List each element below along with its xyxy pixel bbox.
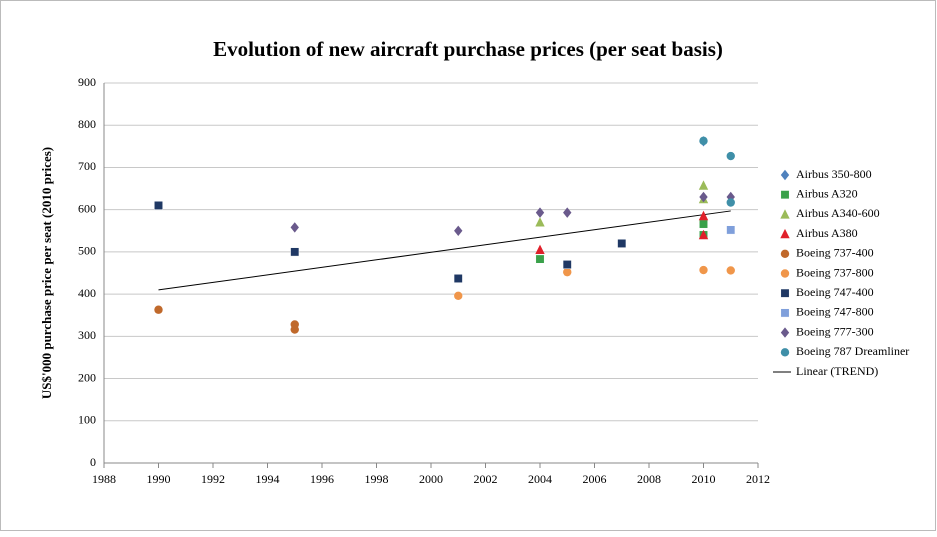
- marker: [699, 191, 708, 203]
- legend-label: Airbus A380: [796, 226, 858, 240]
- legend-marker: [780, 209, 790, 219]
- x-tick-label: 1992: [201, 472, 225, 486]
- y-tick-label: 900: [78, 75, 96, 89]
- legend-marker: [780, 288, 790, 298]
- y-tick-label: 0: [90, 455, 96, 469]
- x-tick-label: 2008: [637, 472, 661, 486]
- x-tick-label: 1994: [256, 472, 280, 486]
- marker: [535, 244, 545, 254]
- legend-marker: [780, 327, 790, 338]
- x-tick-label: 1990: [147, 472, 171, 486]
- legend-label: Boeing 737-800: [796, 265, 874, 279]
- legend-marker: [780, 169, 790, 181]
- marker: [726, 151, 735, 161]
- marker: [563, 267, 572, 277]
- marker: [562, 260, 572, 270]
- x-tick-label: 2004: [528, 472, 552, 486]
- x-tick-label: 2002: [474, 472, 498, 486]
- legend-label: Boeing 747-400: [796, 285, 874, 299]
- legend-label: Boeing 747-800: [796, 305, 874, 319]
- legend-label: Airbus 350-800: [796, 167, 872, 181]
- marker: [699, 265, 708, 275]
- marker: [535, 207, 545, 218]
- marker: [563, 207, 572, 218]
- marker: [535, 254, 545, 264]
- marker: [454, 225, 463, 236]
- x-tick-label: 1998: [365, 472, 389, 486]
- legend-marker: [780, 228, 790, 239]
- legend-label: Airbus A320: [796, 186, 858, 200]
- legend-marker: [780, 308, 790, 318]
- marker: [154, 305, 163, 314]
- marker: [726, 198, 735, 207]
- x-tick-label: 2010: [692, 472, 716, 486]
- marker: [698, 210, 709, 221]
- y-tick-label: 400: [78, 286, 96, 300]
- marker: [726, 225, 736, 235]
- y-tick-label: 800: [78, 117, 96, 131]
- legend-marker: [780, 269, 790, 278]
- legend-label: Boeing 787 Dreamliner: [796, 344, 909, 358]
- marker: [154, 200, 163, 210]
- marker: [699, 219, 708, 229]
- legend-label: Boeing 777-300: [796, 324, 874, 338]
- y-tick-label: 700: [78, 159, 96, 173]
- legend-label: Airbus A340-600: [796, 206, 880, 220]
- trend-line: [158, 210, 731, 291]
- x-tick-label: 1988: [92, 472, 116, 486]
- marker: [698, 180, 709, 190]
- marker: [726, 266, 735, 275]
- y-tick-label: 500: [78, 244, 96, 258]
- legend-marker: [780, 348, 790, 357]
- legend-label: Linear (TREND): [796, 364, 878, 378]
- x-tick-label: 1996: [310, 472, 334, 486]
- legend-marker: [780, 190, 790, 200]
- y-axis-label: US$'000 purchase price per seat (2010 pr…: [39, 147, 54, 399]
- marker: [290, 325, 299, 334]
- marker: [454, 291, 463, 300]
- x-tick-label: 2006: [583, 472, 607, 486]
- marker: [698, 229, 709, 240]
- chart-title: Evolution of new aircraft purchase price…: [213, 37, 723, 61]
- marker: [290, 247, 300, 257]
- marker: [535, 217, 545, 227]
- marker: [290, 222, 299, 233]
- y-tick-label: 100: [78, 413, 96, 427]
- marker: [699, 136, 708, 146]
- y-tick-label: 300: [78, 328, 96, 342]
- marker: [617, 238, 627, 248]
- legend-marker: [780, 249, 790, 258]
- y-tick-label: 200: [78, 370, 96, 384]
- x-tick-label: 2000: [419, 472, 443, 486]
- x-tick-label: 2012: [746, 472, 770, 486]
- legend-label: Boeing 737-400: [796, 246, 874, 260]
- marker: [453, 274, 463, 283]
- y-tick-label: 600: [78, 201, 96, 215]
